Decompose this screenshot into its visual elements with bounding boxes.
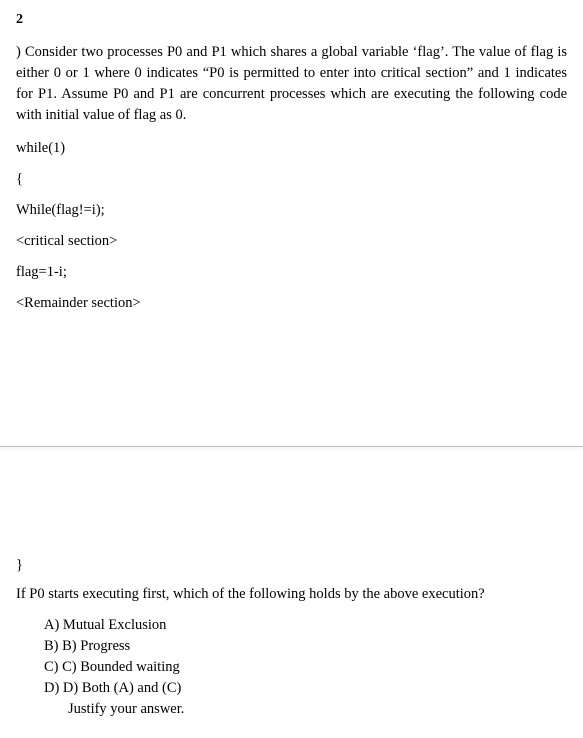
code-line-6: <Remainder section>	[16, 295, 567, 312]
question-number: 2	[16, 12, 567, 28]
code-line-5: flag=1-i;	[16, 264, 567, 281]
question-text: ) Consider two processes P0 and P1 which…	[16, 42, 567, 126]
option-d: D) D) Both (A) and (C)	[44, 678, 567, 699]
justify-text: Justify your answer.	[44, 699, 567, 720]
follow-question: If P0 starts executing first, which of t…	[16, 586, 567, 603]
question-top-section: 2 ) Consider two processes P0 and P1 whi…	[0, 0, 583, 446]
option-b: B) B) Progress	[44, 636, 567, 657]
code-line-4: <critical section>	[16, 233, 567, 250]
option-c: C) C) Bounded waiting	[44, 657, 567, 678]
code-line-2: {	[16, 171, 567, 188]
code-line-3: While(flag!=i);	[16, 202, 567, 219]
closing-brace: }	[16, 557, 567, 574]
option-a: A) Mutual Exclusion	[44, 615, 567, 636]
options-list: A) Mutual Exclusion B) B) Progress C) C)…	[16, 615, 567, 720]
code-line-1: while(1)	[16, 140, 567, 157]
question-bottom-section: } If P0 starts executing first, which of…	[0, 447, 583, 738]
page-gap	[16, 326, 567, 446]
